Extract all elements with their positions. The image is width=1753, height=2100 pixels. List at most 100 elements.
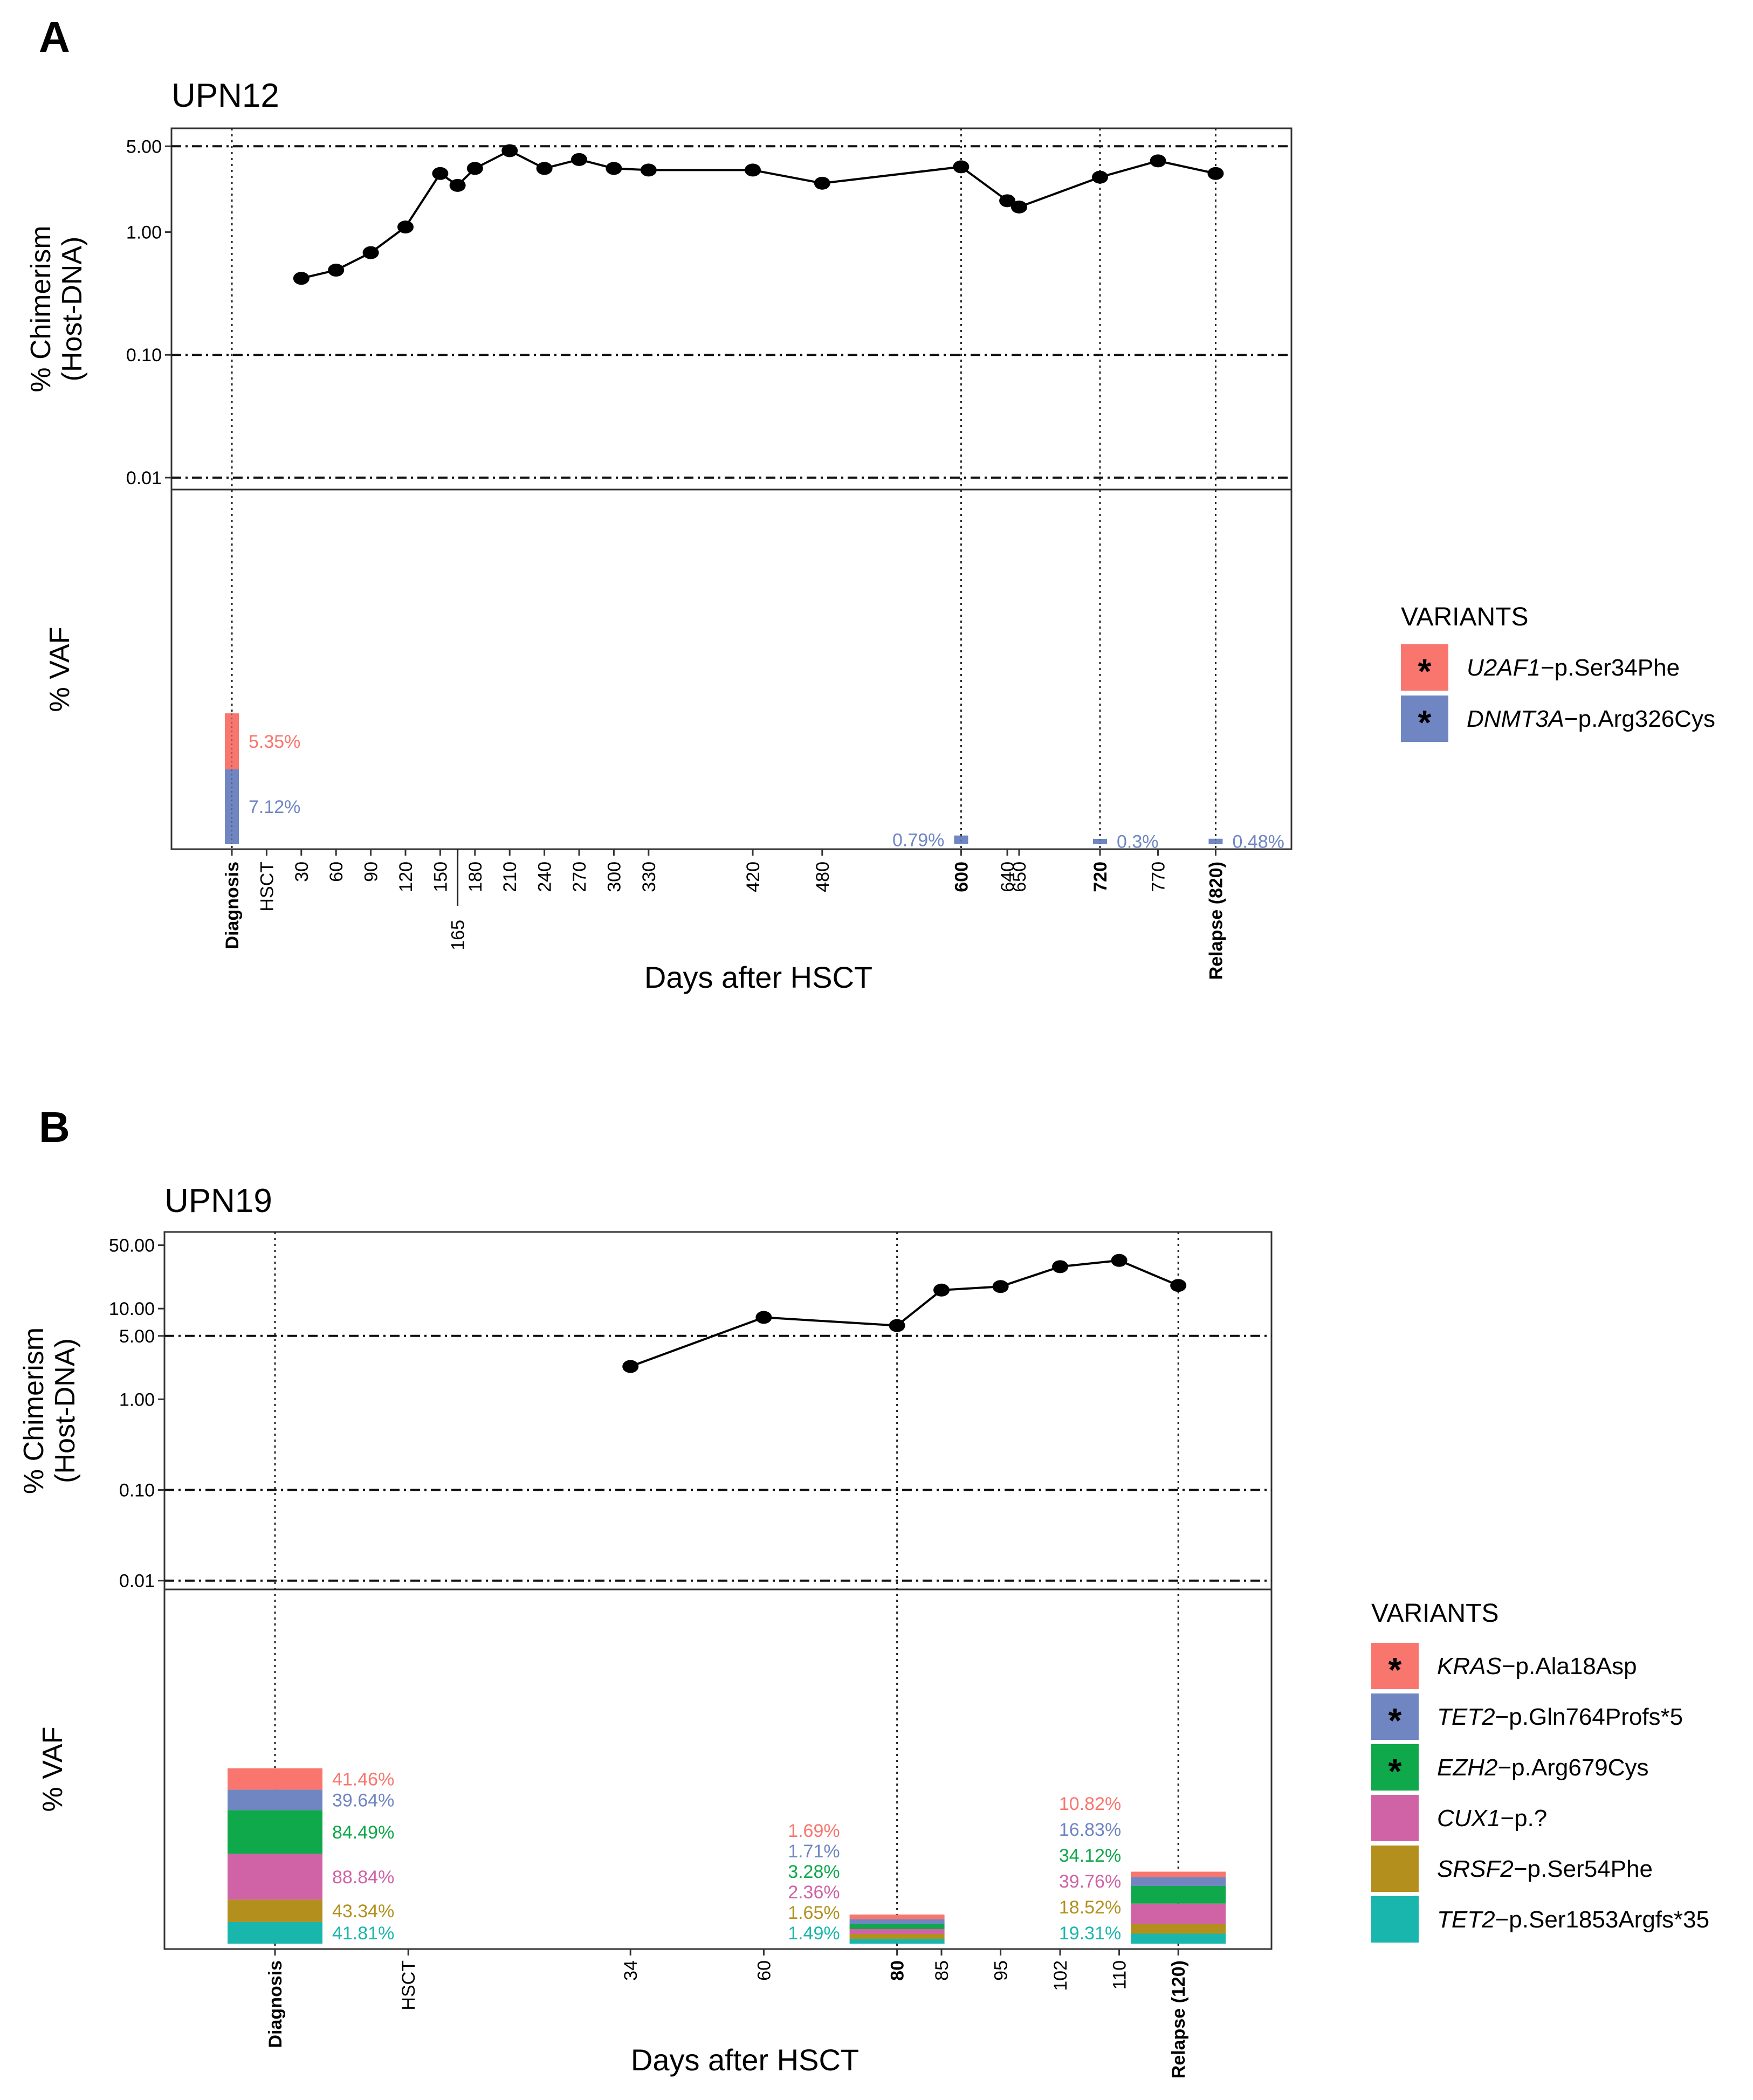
x-tick-label-group: HSCT bbox=[257, 862, 277, 912]
x-tick-label-group: 95 bbox=[991, 1960, 1012, 1981]
x-tick-label: 150 bbox=[430, 862, 451, 892]
vaf-bar-segment bbox=[1208, 838, 1223, 844]
vaf-bar-segment bbox=[1131, 1885, 1226, 1904]
x-tick-label-group: 480 bbox=[813, 862, 833, 892]
y-axis-label-upper: % Chimerism (Host-DNA) bbox=[18, 1327, 81, 1494]
x-tick-label: 85 bbox=[932, 1960, 952, 1981]
vaf-label: 18.52% bbox=[1059, 1897, 1121, 1918]
x-tick-label: 110 bbox=[1110, 1960, 1130, 1989]
legend-variant-change: −p.Arg679Cys bbox=[1497, 1754, 1648, 1781]
legend-swatch bbox=[1371, 1744, 1419, 1791]
y-tick-label: 50.00 bbox=[109, 1236, 155, 1256]
chimerism-point bbox=[449, 178, 466, 192]
chimerism-point bbox=[1207, 167, 1224, 180]
legend-item-label: TET2−p.Ser1853Argfs*35 bbox=[1437, 1906, 1709, 1933]
x-tick-label: 180 bbox=[465, 862, 486, 892]
legend-item-label: TET2−p.Gln764Profs*5 bbox=[1437, 1704, 1683, 1730]
x-tick-label: 90 bbox=[361, 862, 382, 882]
chimerism-line bbox=[630, 1259, 1179, 1368]
x-tick-label-group: 60 bbox=[326, 862, 347, 882]
legend-gene-name: CUX1 bbox=[1437, 1805, 1500, 1832]
vaf-bar-segment bbox=[228, 1768, 322, 1790]
x-tick-label-group: 150 bbox=[430, 862, 451, 892]
legend-gene-name: TET2 bbox=[1437, 1906, 1495, 1933]
x-tick-label: 480 bbox=[813, 862, 833, 892]
chimerism-point bbox=[501, 144, 518, 157]
chimerism-point bbox=[606, 162, 622, 175]
x-tick-label: 300 bbox=[604, 862, 624, 892]
vaf-bar-segment bbox=[1131, 1871, 1226, 1877]
x-axis-title: Days after HSCT bbox=[644, 960, 872, 994]
legend-swatch bbox=[1371, 1896, 1419, 1943]
chimerism-point bbox=[755, 1311, 772, 1324]
legend-item-label: KRAS−p.Ala18Asp bbox=[1437, 1653, 1637, 1679]
x-tick-label: 720 bbox=[1090, 862, 1111, 892]
chimerism-point bbox=[1052, 1260, 1069, 1273]
chart-title: UPN19 bbox=[164, 1182, 272, 1220]
vaf-label: 41.46% bbox=[332, 1769, 394, 1790]
legend-variant-change: −p.Gln764Profs*5 bbox=[1495, 1704, 1683, 1730]
lower-plot-frame bbox=[170, 488, 1293, 850]
vaf-label: 10.82% bbox=[1059, 1794, 1121, 1814]
legend-star-icon: * bbox=[1418, 703, 1432, 742]
chimerism-point bbox=[1111, 1254, 1128, 1267]
vaf-label: 41.81% bbox=[332, 1923, 394, 1944]
chart-title: UPN12 bbox=[171, 77, 279, 114]
x-tick-label-group: 270 bbox=[569, 862, 590, 892]
chimerism-point bbox=[293, 272, 310, 285]
chimerism-point bbox=[536, 162, 553, 175]
y-tick-label: 0.01 bbox=[126, 468, 162, 488]
lower-plot-frame bbox=[163, 1588, 1273, 1950]
panel-b-chart: UPN19 0.01 0.10 1.00 5.00 10.00 50.00 % Chimeri… bbox=[18, 1182, 1709, 2078]
x-tick-label: 60 bbox=[326, 862, 347, 882]
y-tick-label: 0.01 bbox=[119, 1571, 155, 1592]
vaf-bar-segment bbox=[228, 1922, 322, 1944]
vaf-label: 2.36% bbox=[788, 1882, 840, 1903]
chimerism-point bbox=[992, 1280, 1009, 1293]
chimerism-point bbox=[1092, 170, 1108, 184]
chimerism-point bbox=[397, 221, 414, 234]
x-tick-label-group: 120 bbox=[396, 862, 416, 892]
x-tick-label-group: 34 bbox=[621, 1960, 641, 1981]
legend-variant-change: −p.Ser54Phe bbox=[1514, 1856, 1653, 1882]
panel-letter-b: B bbox=[39, 1103, 70, 1151]
legend-variant-change: −p.Ser1853Argfs*35 bbox=[1495, 1906, 1710, 1933]
x-tick-label-group: 770 bbox=[1149, 862, 1169, 892]
x-tick-label-group: 600 bbox=[951, 862, 972, 892]
x-tick-label: 102 bbox=[1050, 1960, 1071, 1991]
legend-swatch bbox=[1371, 1643, 1419, 1689]
x-tick-label-group: 90 bbox=[361, 862, 382, 882]
x-tick-label: HSCT bbox=[257, 862, 277, 912]
vaf-bar-segment bbox=[849, 1934, 945, 1939]
vaf-bar-segment bbox=[228, 1854, 322, 1900]
vaf-label: 84.49% bbox=[332, 1822, 394, 1843]
y-axis-label-upper: % Chimerism (Host-DNA) bbox=[25, 225, 88, 392]
vaf-bar-segment bbox=[954, 835, 968, 844]
x-axis-title: Days after HSCT bbox=[631, 2043, 859, 2077]
legend-swatch bbox=[1371, 1795, 1419, 1841]
upper-plot-frame bbox=[163, 1231, 1273, 1591]
x-tick-label: HSCT bbox=[398, 1960, 419, 2011]
panel-letter-a: A bbox=[39, 13, 70, 61]
vaf-label: 88.84% bbox=[332, 1867, 394, 1888]
legend-gene-name: SRSF2 bbox=[1437, 1856, 1514, 1882]
y-axis-label-line2: (Host-DNA) bbox=[57, 237, 88, 382]
x-tick-label-group: 110 bbox=[1110, 1960, 1130, 1989]
legend-variant-change: −p.Ser34Phe bbox=[1541, 655, 1680, 681]
chimerism-point bbox=[622, 1360, 639, 1373]
vaf-label: 3.28% bbox=[788, 1862, 840, 1882]
vaf-label: 1.65% bbox=[788, 1903, 840, 1923]
chimerism-point bbox=[953, 160, 970, 174]
legend-item-label: EZH2−p.Arg679Cys bbox=[1437, 1754, 1649, 1781]
x-tick-label: 770 bbox=[1149, 862, 1169, 892]
legend-swatch bbox=[1371, 1693, 1419, 1740]
legend-variant-change: −p.? bbox=[1500, 1805, 1547, 1832]
x-tick-label: 330 bbox=[639, 862, 659, 892]
vaf-bar-segment bbox=[225, 769, 239, 844]
x-tick-label: 640 bbox=[998, 862, 1018, 892]
vaf-label: 39.76% bbox=[1059, 1871, 1121, 1892]
chimerism-point bbox=[362, 246, 379, 259]
y-axis-label-lower: % VAF bbox=[37, 1727, 68, 1812]
legend-gene-name: DNMT3A bbox=[1467, 706, 1564, 732]
